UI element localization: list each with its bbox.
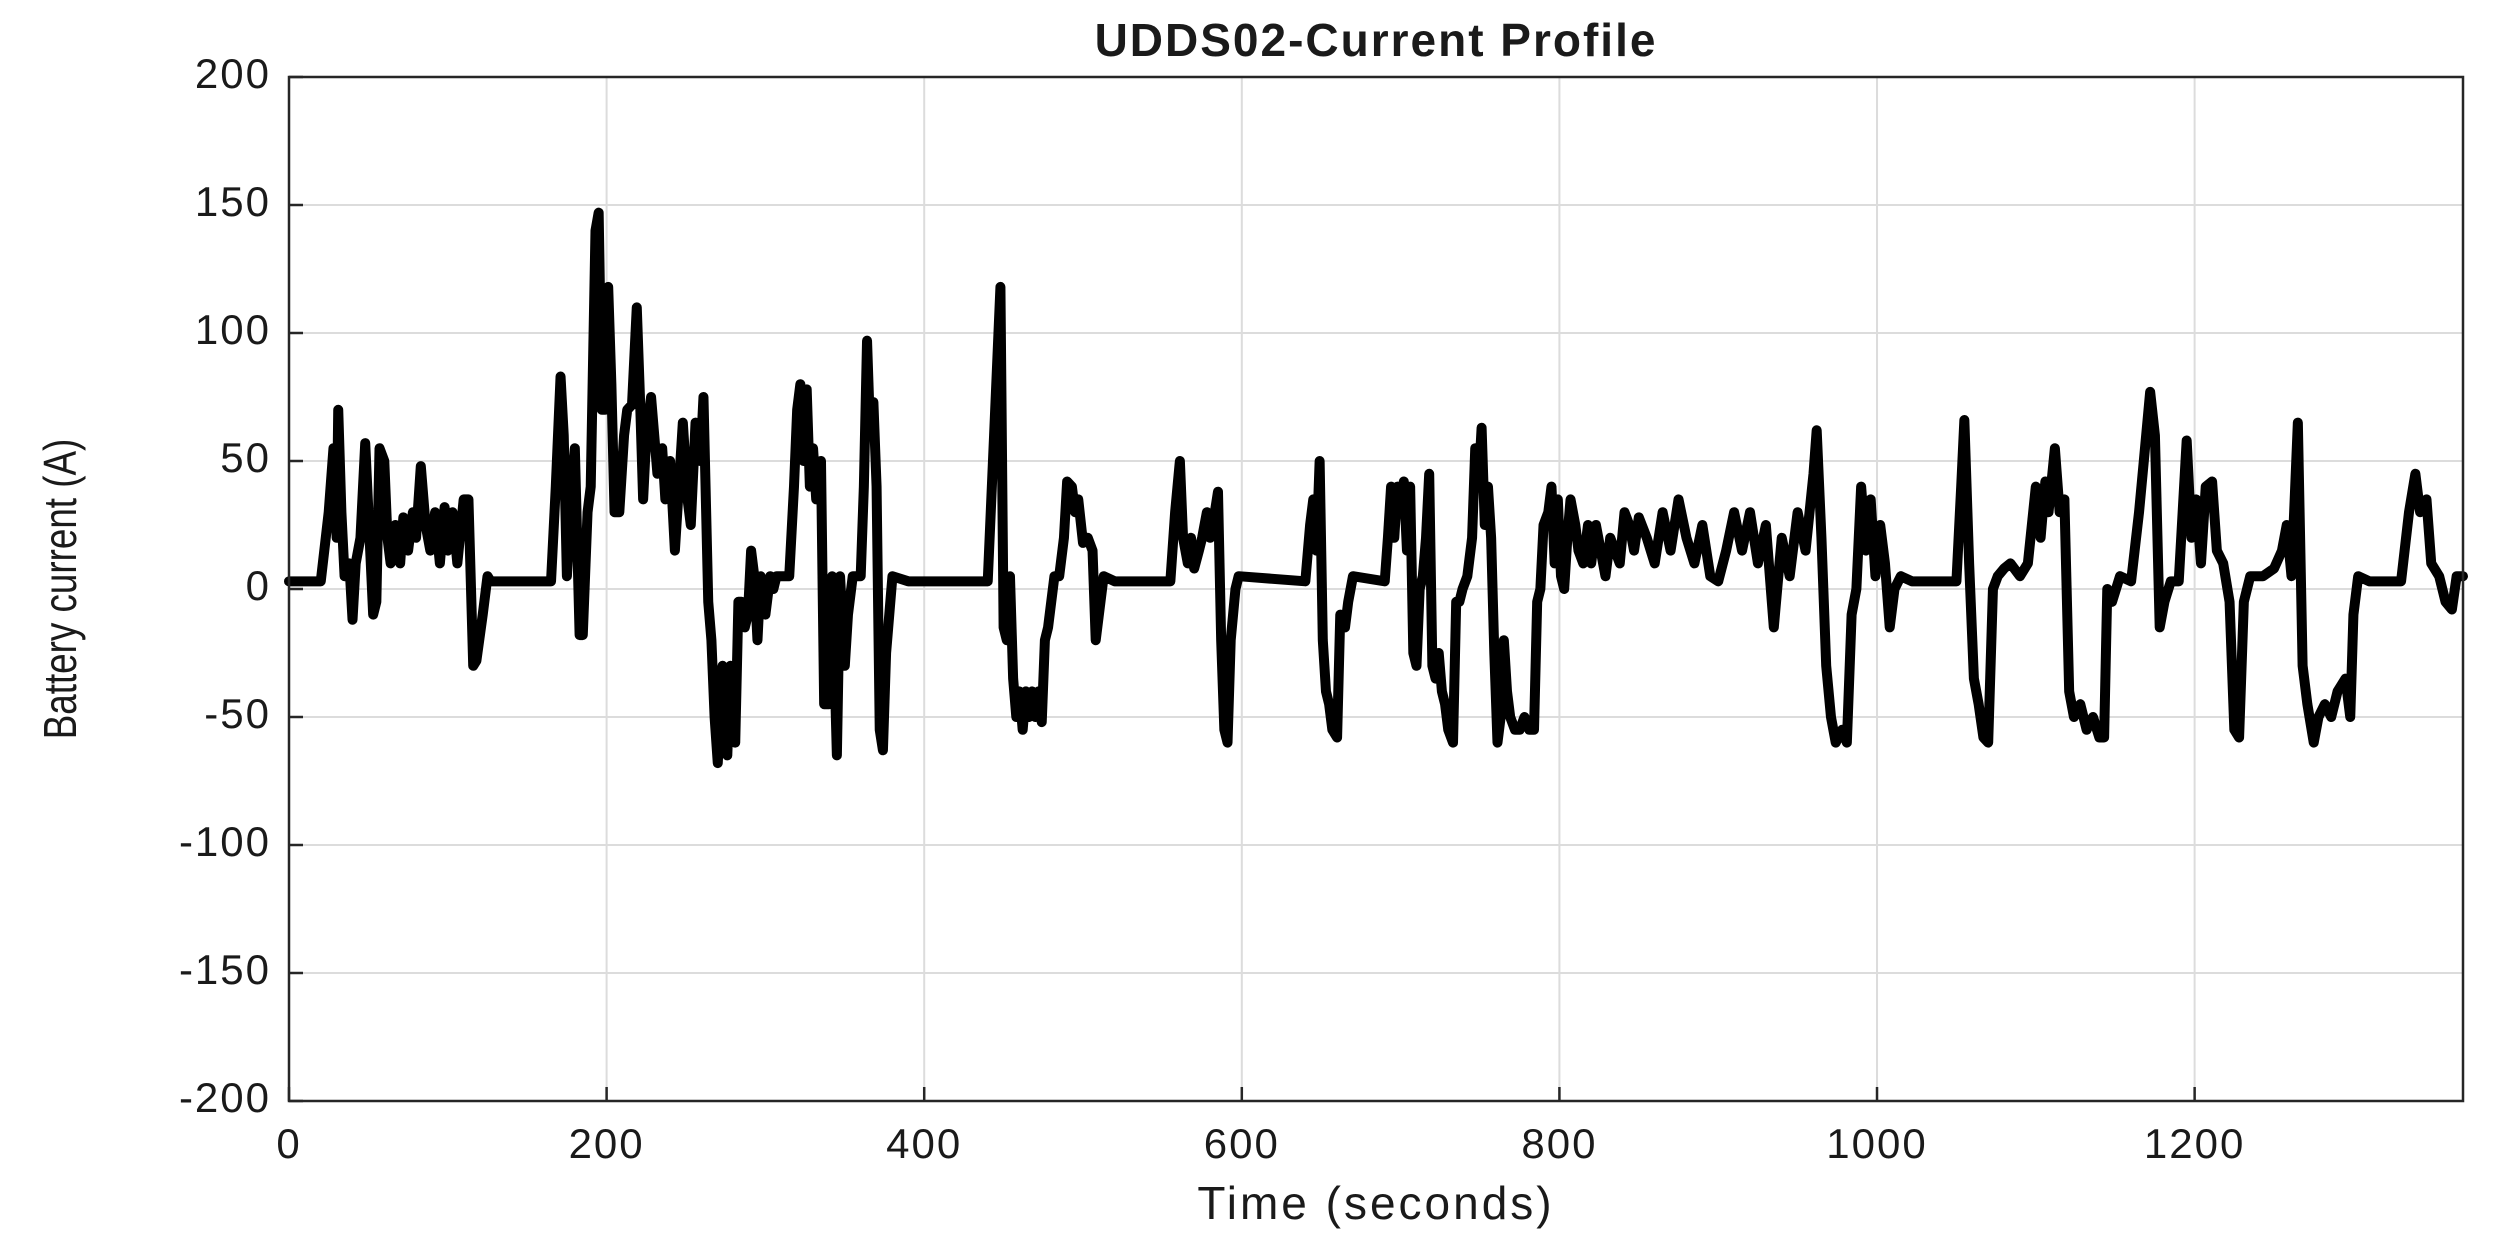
y-tick-label: 50 (220, 434, 271, 481)
y-tick-label: 0 (246, 562, 271, 609)
y-tick-label: -50 (204, 690, 271, 737)
x-tick-label: 0 (276, 1120, 301, 1167)
y-tick-label: 200 (195, 50, 271, 97)
x-tick-label: 600 (1204, 1120, 1280, 1167)
data-line (284, 207, 2468, 769)
x-tick-label: 800 (1521, 1120, 1597, 1167)
y-tick-label: -100 (179, 818, 271, 865)
chart-title: UDDS02-Current Profile (1095, 14, 1658, 66)
x-tick-label: 1200 (2144, 1120, 2245, 1167)
y-tick-label: 100 (195, 306, 271, 353)
x-tick-label: 1000 (1826, 1120, 1927, 1167)
plot (284, 207, 2468, 769)
x-tick-label: 200 (569, 1120, 645, 1167)
y-tick-label: -150 (179, 946, 271, 993)
y-tick-label: -200 (179, 1074, 271, 1121)
grid (288, 76, 2463, 1102)
x-axis-label: Time (seconds) (1197, 1177, 1554, 1229)
y-axis-label: Battery current (A) (34, 439, 86, 740)
x-tick-label: 400 (886, 1120, 962, 1167)
labels: -200 -150 -100 -50 0 50 100 150 200 0 200 400 600 800… (179, 50, 2245, 1167)
y-tick-label: 150 (195, 178, 271, 225)
